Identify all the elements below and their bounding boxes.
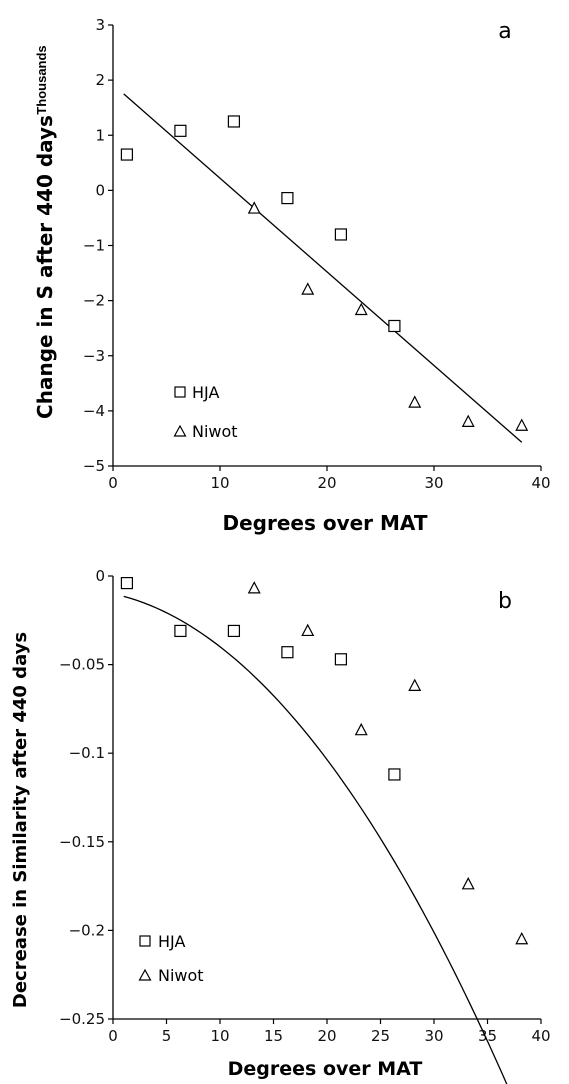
chart-a-x-tick-label: 40 [531,474,550,492]
chart-b-x-tick-label: 25 [371,1027,390,1045]
chart-a-point-niwot [301,282,315,295]
chart-a-y-tick-label: 2 [95,71,105,89]
chart-b-point-hja [334,653,348,666]
chart-a-point-hja [227,115,241,128]
chart-b-legend-niwot-marker [138,968,152,981]
chart-b-y-axis-title: Decrease in Similarity after 440 days [10,632,31,1008]
chart-a-x-tick-label: 0 [108,474,118,492]
chart-b-y-tick-label: 0 [95,567,105,585]
chart-a-legend-hja-marker [174,386,186,398]
chart-a-trendline [123,93,523,443]
chart-a-units-label: Thousands [34,45,49,114]
chart-b-x-tick-label: 10 [210,1027,229,1045]
chart-a-point-hja [174,124,187,137]
chart-b-point-hja [227,624,241,638]
chart-a-point-hja [281,191,294,205]
chart-b-y-tick-label: −0.1 [69,744,105,762]
chart-b-y-tick-label: −0.05 [59,656,105,674]
chart-a-x-axis-title: Degrees over MAT [223,511,428,535]
chart-b-y-tick-label: −0.25 [59,1010,105,1028]
chart-b-x-tick-label: 15 [264,1027,283,1045]
chart-a-point-niwot [247,201,261,214]
chart-a-y-tick-label: −5 [83,457,105,475]
chart-a-y-tick-label: −3 [83,347,105,365]
chart-a-x-tick-label: 20 [317,474,336,492]
chart-a-x-tick-label: 30 [424,474,443,492]
chart-b-x-tick-label: 0 [108,1027,118,1045]
chart-b-point-hja [174,624,187,638]
chart-a-y-tick-label: 1 [95,126,105,144]
chart-b-legend-hja-label: HJA [158,932,185,951]
chart-b-point-niwot [461,877,475,890]
chart-b-x-tick-label: 30 [424,1027,443,1045]
chart-b-point-hja [120,576,134,590]
chart-a-point-niwot [515,418,529,431]
chart-a-x-tick-label: 10 [210,474,229,492]
chart-b-point-niwot [408,678,422,691]
chart-a-y-axis-title: Change in S after 440 days [33,115,57,419]
chart-b-y-tick-label: −0.15 [59,833,105,851]
chart-b-panel-letter: b [498,589,512,614]
chart-b-y-tick-label: −0.2 [69,921,105,939]
chart-b-legend: HJA Niwot [138,932,204,985]
chart-b-point-niwot [247,581,261,594]
chart-a-point-hja [334,228,348,241]
chart-b-legend-hja-marker [139,935,151,947]
chart-a-point-niwot [461,414,475,427]
chart-b-trendline [123,595,508,1084]
chart-a-point-hja [388,319,401,333]
chart-b-point-niwot [301,623,315,637]
chart-a-panel-letter: a [498,19,511,44]
chart-a-y-tick-label: −4 [83,402,105,420]
chart-a-legend-niwot-marker [173,424,187,437]
chart-a-y-tick-label: −1 [83,237,105,255]
chart-b-x-tick-label: 5 [162,1027,172,1045]
chart-b-x-axis-title: Degrees over MAT [228,1058,423,1080]
chart-b-point-hja [388,768,401,781]
chart-a-legend-hja-label: HJA [192,383,219,402]
chart-b-point-niwot [515,931,529,945]
chart-b-x-tick-label: 20 [317,1027,336,1045]
chart-b: 0−0.05−0.1−0.15−0.2−0.250 5 10 15 20 25 30 35 40… [10,567,551,1084]
chart-a-point-niwot [408,395,422,408]
chart-b-point-niwot [354,722,368,736]
chart-a-y-tick-label: 0 [95,181,105,199]
chart-b-point-hja [281,646,294,659]
chart-a-point-niwot [354,302,368,316]
chart-a-point-hja [120,148,134,161]
chart-a-y-tick-label: 3 [95,16,105,34]
chart-a-y-tick-label: −2 [83,292,105,310]
chart-a-legend: HJA Niwot [173,383,238,441]
chart-b-plot-area: 0−0.05−0.1−0.15−0.2−0.250 5 10 15 20 25 30 35 40 [59,567,551,1084]
chart-a-legend-niwot-label: Niwot [192,422,238,441]
chart-b-legend-niwot-label: Niwot [158,966,204,985]
chart-b-x-tick-label: 40 [531,1027,550,1045]
